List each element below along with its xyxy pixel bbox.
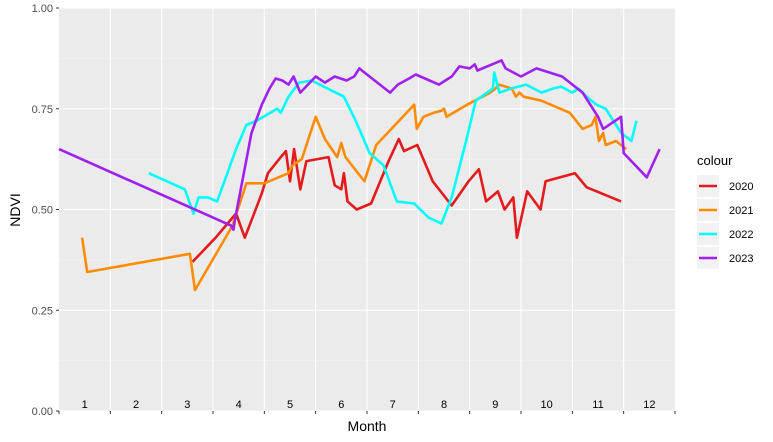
y-tick-label: 0.25 [32, 305, 53, 317]
y-axis-title: NDVI [7, 193, 23, 226]
legend-label-2020: 2020 [729, 181, 753, 193]
month-label: 5 [287, 399, 293, 411]
month-label: 8 [441, 399, 447, 411]
x-axis-ticks [58, 411, 676, 414]
series-line-2023 [58, 59, 661, 231]
legend: colour 2020 2021 2022 2023 [697, 153, 753, 269]
month-label: 12 [643, 399, 655, 411]
month-label: 2 [133, 399, 139, 411]
series-lines [58, 59, 661, 292]
month-label: 4 [236, 399, 242, 411]
x-axis-title: Month [348, 418, 387, 434]
legend-label-2023: 2023 [729, 253, 753, 265]
grid-lines [59, 7, 675, 412]
month-label: 10 [541, 399, 553, 411]
y-tick-label: 1.00 [32, 3, 53, 15]
month-labels: 1 2 3 4 5 6 7 8 9 10 11 12 [82, 399, 656, 411]
y-tick-label: 0.50 [32, 205, 53, 217]
y-tick-label: 0.00 [32, 406, 53, 418]
month-label: 11 [592, 399, 603, 411]
legend-title: colour [697, 153, 733, 168]
month-label: 1 [82, 399, 88, 411]
month-label: 7 [390, 399, 396, 411]
series-line-2022 [148, 71, 638, 225]
month-label: 6 [338, 399, 344, 411]
month-label: 3 [184, 399, 190, 411]
series-line-2021 [80, 83, 628, 292]
legend-items: 2020 2021 2022 2023 [697, 175, 753, 269]
y-axis-ticks: 0.00 0.25 0.50 0.75 1.00 [32, 3, 59, 418]
legend-label-2022: 2022 [729, 229, 753, 241]
series-line-2020 [191, 137, 622, 263]
y-tick-label: 0.75 [32, 104, 53, 116]
legend-label-2021: 2021 [729, 205, 753, 217]
month-label: 9 [492, 399, 498, 411]
